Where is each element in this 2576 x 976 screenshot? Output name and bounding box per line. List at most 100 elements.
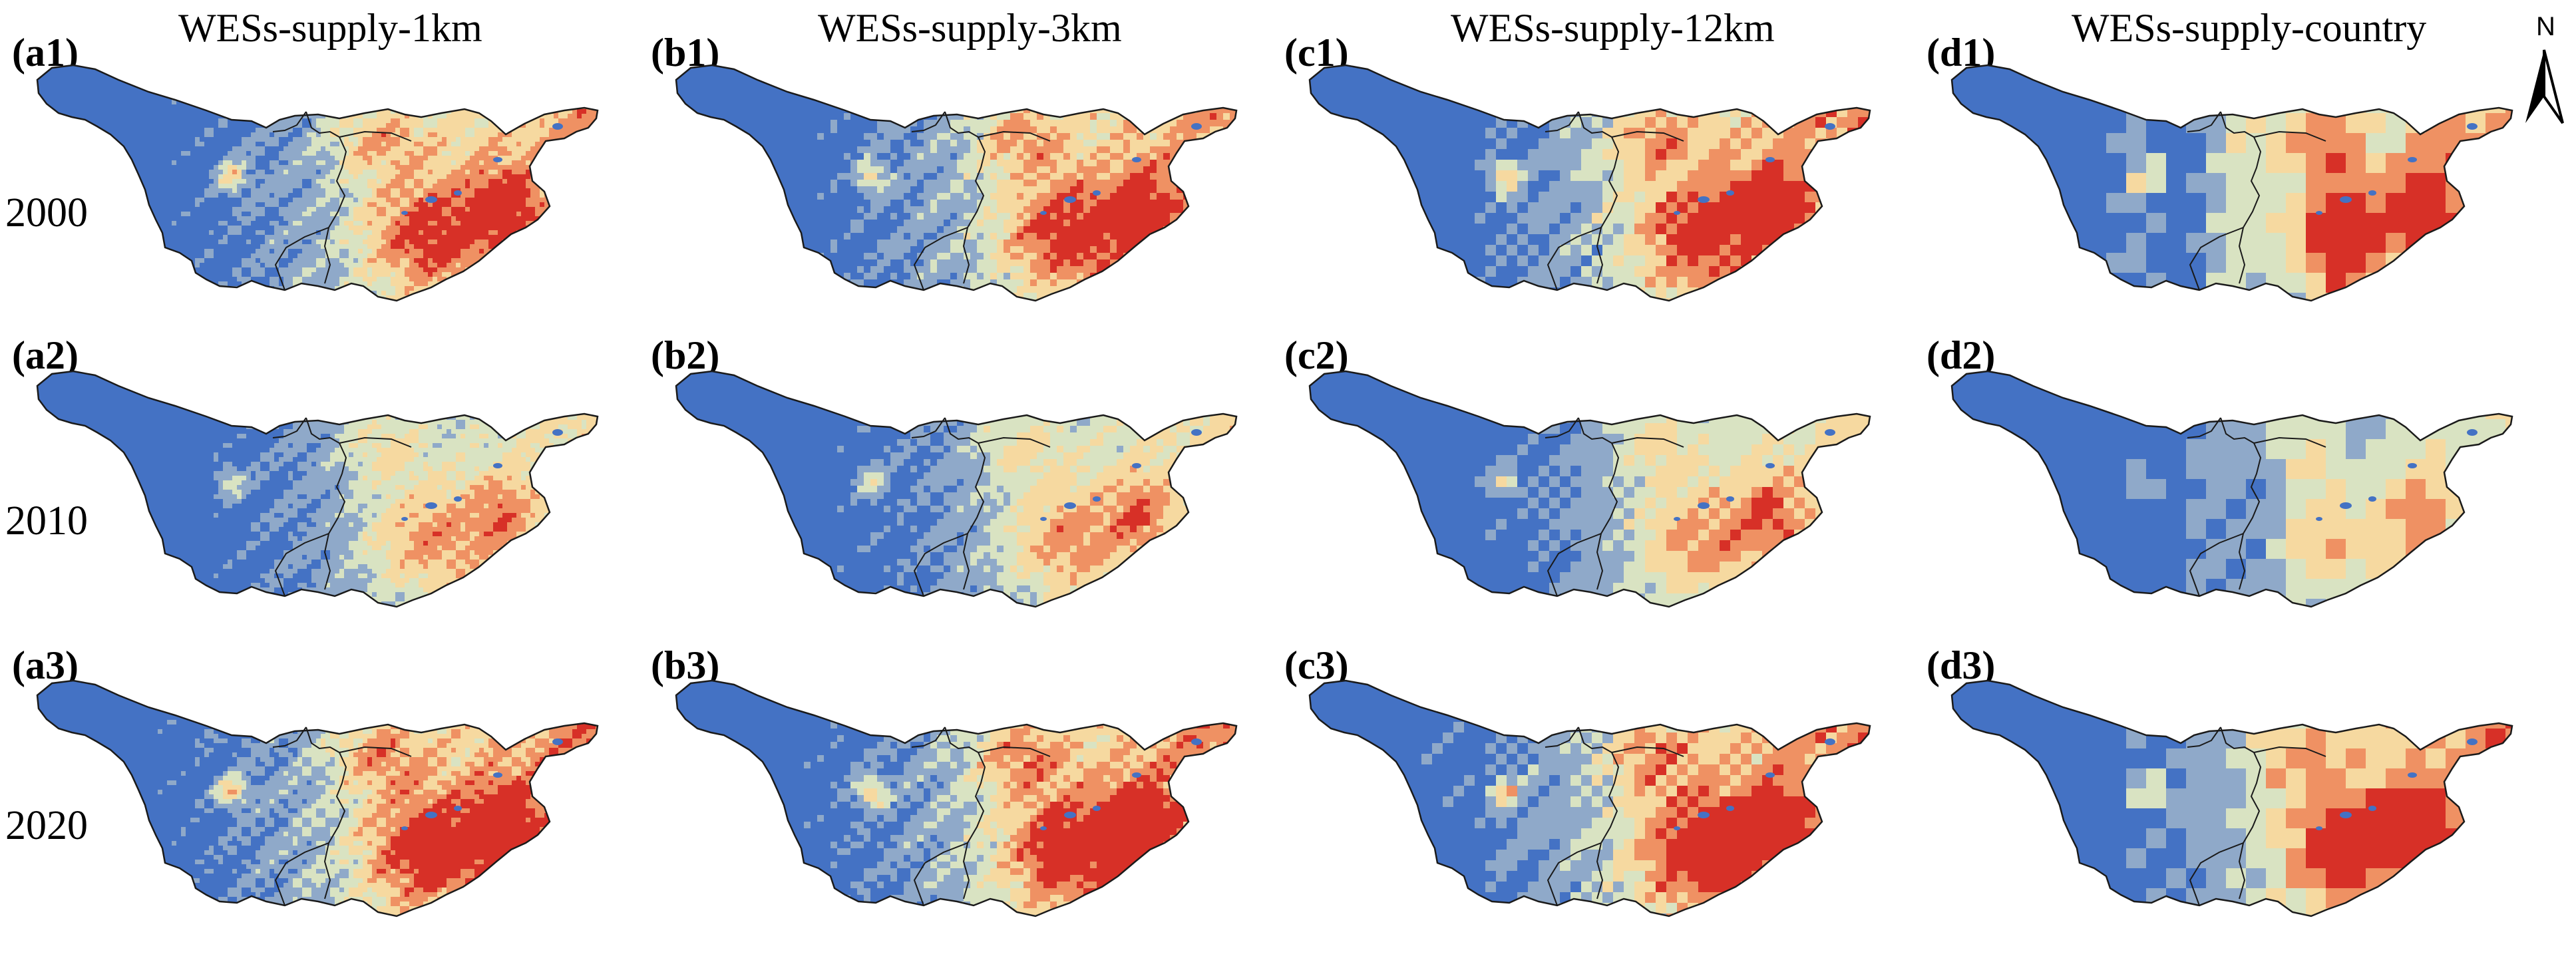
raster-layer — [1310, 65, 1870, 301]
panel-label-d3: (d3) — [1927, 643, 1995, 689]
sub-basin-boundary — [272, 727, 307, 748]
column-title-12km: WESs-supply-12km — [1451, 5, 1775, 51]
lake — [1093, 496, 1101, 502]
column-title-3km: WESs-supply-3km — [818, 5, 1122, 51]
lake — [1040, 517, 1047, 521]
basin-outline — [1308, 370, 1871, 608]
sub-basin-boundary — [1578, 417, 1620, 590]
raster-layer — [676, 371, 1236, 607]
sub-basin-boundary — [1545, 111, 1579, 132]
sub-basin-boundary — [339, 746, 412, 757]
sub-basin-boundary — [913, 842, 968, 906]
lake — [1825, 429, 1835, 436]
column-title-1km: WESs-supply-1km — [178, 5, 482, 51]
lake — [2467, 738, 2478, 745]
sub-basin-boundary — [1611, 746, 1684, 757]
year-label-2010: 2010 — [5, 498, 88, 545]
map-panel-d1 — [1950, 64, 2513, 302]
map-panel-a3 — [36, 679, 599, 917]
sub-basin-boundary — [274, 533, 329, 597]
sub-basin-boundary — [2253, 130, 2326, 142]
basin-outline — [1950, 679, 2513, 917]
lake — [1726, 496, 1734, 502]
lake — [1040, 826, 1047, 830]
raster-layer — [1310, 681, 1870, 916]
lake — [1191, 429, 1202, 436]
map-panel-a1 — [36, 64, 599, 302]
sub-basin-boundary — [305, 417, 347, 590]
sub-basin-boundary — [1545, 727, 1579, 748]
basin-outline — [1950, 370, 2513, 608]
lake — [401, 826, 408, 830]
sub-basin-boundary — [2220, 111, 2262, 284]
sub-basin-boundary — [944, 417, 986, 590]
sub-basin-boundary — [2187, 417, 2221, 438]
panel-label-b3: (b3) — [651, 643, 719, 689]
sub-basin-boundary — [2220, 727, 2262, 899]
lake — [2368, 496, 2376, 502]
sub-basin-boundary — [1611, 130, 1684, 142]
lake — [1064, 196, 1076, 203]
map-panel-a2 — [36, 370, 599, 608]
year-label-2020: 2020 — [5, 802, 88, 850]
raster-layer — [37, 65, 598, 301]
raster-layer — [676, 681, 1236, 916]
lake — [454, 496, 462, 502]
basin-outline — [36, 370, 599, 608]
basin-outline — [1308, 679, 1871, 917]
panel-label-a2: (a2) — [12, 333, 79, 379]
sub-basin-boundary — [2187, 111, 2221, 132]
lake — [2316, 211, 2322, 215]
raster-layer — [37, 371, 598, 607]
map-panel-d3 — [1950, 679, 2513, 917]
sub-basin-boundary — [272, 111, 307, 132]
panel-label-b2: (b2) — [651, 333, 719, 379]
lake — [2316, 517, 2322, 521]
lake — [1726, 806, 1734, 811]
map-panel-b3 — [675, 679, 1238, 917]
sub-basin-boundary — [911, 111, 946, 132]
sub-basin-boundary — [913, 533, 968, 597]
lake — [2408, 463, 2417, 468]
lake — [1698, 812, 1710, 818]
map-panel-c1 — [1308, 64, 1871, 302]
lake — [425, 812, 437, 818]
sub-basin-boundary — [1547, 533, 1602, 597]
sub-basin-boundary — [2253, 746, 2326, 757]
sub-basin-boundary — [1578, 727, 1620, 899]
lake — [552, 429, 563, 436]
lake — [1674, 211, 1680, 215]
lake — [1093, 190, 1101, 196]
basin-outline — [1308, 64, 1871, 302]
lake — [2408, 157, 2417, 162]
map-panel-c3 — [1308, 679, 1871, 917]
lake — [1726, 190, 1734, 196]
sub-basin-boundary — [339, 130, 412, 142]
sub-basin-boundary — [274, 842, 329, 906]
lake — [1674, 517, 1680, 521]
sub-basin-boundary — [1547, 842, 1602, 906]
panel-label-a3: (a3) — [12, 643, 79, 689]
lake — [454, 190, 462, 196]
map-panel-c2 — [1308, 370, 1871, 608]
lake — [2340, 196, 2352, 203]
lake — [1765, 772, 1775, 778]
lake — [1698, 502, 1710, 509]
sub-basin-boundary — [1611, 436, 1684, 448]
lake — [493, 772, 502, 778]
raster-layer — [1952, 65, 2512, 301]
lake — [2340, 812, 2352, 818]
sub-basin-boundary — [944, 727, 986, 899]
raster-layer — [37, 681, 598, 916]
year-label-2000: 2000 — [5, 190, 88, 237]
basin-outline — [675, 370, 1238, 608]
sub-basin-boundary — [978, 130, 1051, 142]
lake — [454, 806, 462, 811]
lake — [1765, 157, 1775, 162]
north-label: N — [2536, 12, 2555, 42]
map-panel-b2 — [675, 370, 1238, 608]
basin-outline — [36, 679, 599, 917]
sub-basin-boundary — [2187, 727, 2221, 748]
sub-basin-boundary — [913, 227, 968, 291]
lake — [1132, 772, 1141, 778]
